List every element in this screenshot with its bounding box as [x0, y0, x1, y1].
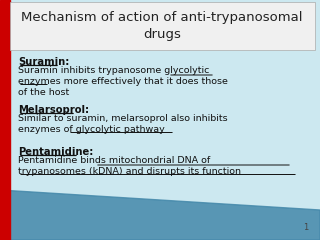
Polygon shape	[0, 190, 320, 240]
Text: Suramin inhibits trypanosome glycolytic
enzymes more effectively that it does th: Suramin inhibits trypanosome glycolytic …	[18, 66, 228, 97]
Text: Pentamidine:: Pentamidine:	[18, 147, 93, 157]
Text: Similar to suramin, melarsoprol also inhibits
enzymes of glycolytic pathway: Similar to suramin, melarsoprol also inh…	[18, 114, 228, 134]
Text: Melarsoprol:: Melarsoprol:	[18, 105, 89, 115]
Text: Pentamidine binds mitochondrial DNA of
trypanosomes (kDNA) and disrupts its func: Pentamidine binds mitochondrial DNA of t…	[18, 156, 241, 176]
Text: Suramin:: Suramin:	[18, 57, 69, 67]
Text: 1: 1	[303, 223, 308, 232]
Text: Mechanism of action of anti-trypanosomal
drugs: Mechanism of action of anti-trypanosomal…	[21, 11, 303, 41]
Bar	[10, 2, 315, 50]
Bar	[0, 0, 10, 240]
